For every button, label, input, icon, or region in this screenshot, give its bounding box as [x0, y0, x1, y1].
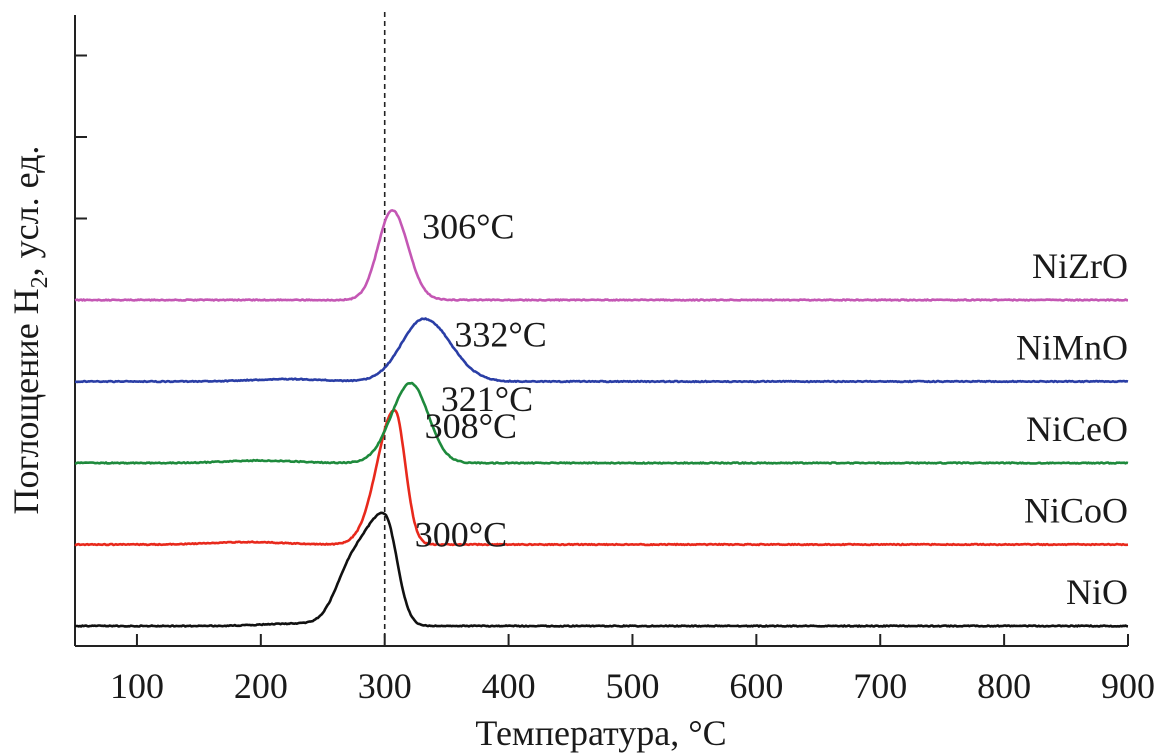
x-tick-label: 100 — [110, 666, 164, 706]
peak-label: 308°C — [425, 406, 517, 446]
axes — [74, 15, 1128, 647]
x-tick-label: 600 — [729, 666, 783, 706]
x-tick-label: 800 — [977, 666, 1031, 706]
x-tick-label: 900 — [1101, 666, 1155, 706]
series-curves — [74, 209, 1129, 628]
series-line-niceo — [74, 381, 1129, 465]
series-line-nimno — [74, 317, 1129, 384]
peak-label: 300°C — [415, 514, 507, 554]
series-line-nio — [74, 511, 1129, 628]
peak-label: 332°C — [454, 315, 546, 355]
x-tick-label: 300 — [358, 666, 412, 706]
series-line-nicoo — [74, 408, 1129, 547]
x-ticks: 100 200 300 400 500 600 700 800 900 — [110, 634, 1155, 706]
series-name-label: NiCeO — [1026, 409, 1128, 449]
y-axis-title-subscript: 2 — [27, 276, 53, 288]
peak-label: 321°C — [441, 379, 533, 419]
series-line-nizro — [74, 209, 1129, 302]
series-name-label: NiCoO — [1024, 491, 1128, 531]
series-name-label: NiO — [1066, 572, 1128, 612]
x-tick-label: 400 — [482, 666, 536, 706]
x-tick-label: 200 — [234, 666, 288, 706]
y-axis-title: Поглощение H2, усл. ед. — [6, 146, 53, 515]
y-ticks — [75, 54, 87, 627]
series-labels: 300°C NiO 308°C NiCoO 321°C NiCeO 332°C NiMnO 30… — [415, 206, 1128, 612]
series-name-label: NiMnO — [1016, 328, 1128, 368]
series-name-label: NiZrO — [1032, 246, 1128, 286]
y-axis-title-main: Поглощение H — [6, 288, 46, 514]
peak-label: 306°C — [422, 206, 514, 246]
x-tick-label: 500 — [605, 666, 659, 706]
x-axis-title: Температура, °C — [475, 713, 726, 753]
x-tick-label: 700 — [853, 666, 907, 706]
y-axis-title-units: , усл. ед. — [6, 146, 46, 277]
